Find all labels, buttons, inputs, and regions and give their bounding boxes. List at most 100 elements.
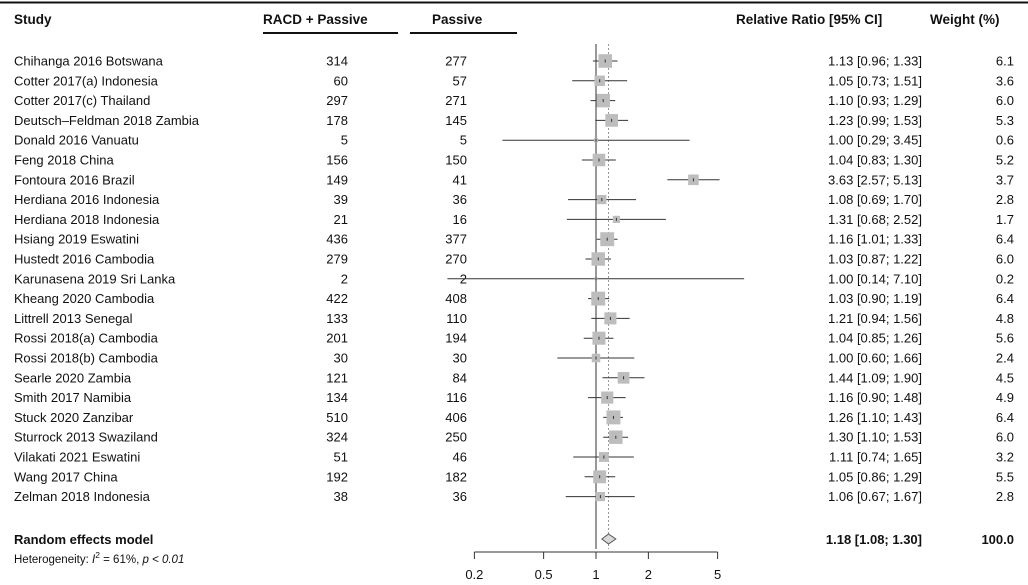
heterogeneity-i2: 61%	[113, 554, 136, 566]
study-ci: 1.06 [0.67; 1.67]	[828, 489, 922, 504]
study-ci: 1.03 [0.87; 1.22]	[828, 252, 922, 267]
study-n2: 116	[446, 390, 467, 405]
study-n2: 377	[445, 232, 467, 247]
study-ci: 1.00 [0.60; 1.66]	[828, 351, 922, 366]
study-n2: 30	[453, 351, 467, 366]
heterogeneity-p: p < 0.01	[141, 554, 184, 566]
study-ci: 1.44 [1.09; 1.90]	[828, 370, 922, 385]
study-n2: 182	[445, 469, 467, 484]
study-n1: 21	[334, 212, 348, 227]
study-n1: 60	[334, 73, 348, 88]
study-n2: 84	[453, 370, 467, 385]
heterogeneity-text: Heterogeneity: I2 = 61%, p < 0.01	[14, 550, 184, 566]
study-ci: 1.23 [0.99; 1.53]	[828, 113, 922, 128]
study-n1: 133	[326, 311, 348, 326]
study-weight: 6.0	[996, 430, 1014, 445]
study-ci: 1.05 [0.86; 1.29]	[828, 469, 922, 484]
study-n1: 178	[326, 113, 348, 128]
study-weight: 3.2	[996, 450, 1014, 465]
study-name: Zelman 2018 Indonesia	[14, 489, 151, 504]
study-ci: 1.21 [0.94; 1.56]	[828, 311, 922, 326]
study-name: Vilakati 2021 Eswatini	[14, 450, 140, 465]
study-weight: 2.4	[996, 351, 1014, 366]
study-weight: 6.4	[996, 291, 1014, 306]
study-weight: 4.8	[996, 311, 1014, 326]
study-n2: 16	[453, 212, 467, 227]
study-n1: 5	[341, 133, 348, 148]
study-ci: 3.63 [2.57; 5.13]	[828, 172, 922, 187]
study-ci: 1.16 [1.01; 1.33]	[828, 232, 922, 247]
header-weight: Weight (%)	[930, 12, 1000, 27]
study-ci: 1.26 [1.10; 1.43]	[828, 410, 922, 425]
study-n2: 145	[445, 113, 467, 128]
study-weight: 5.6	[996, 331, 1014, 346]
study-n2: 270	[445, 252, 467, 267]
study-n1: 324	[326, 430, 348, 445]
study-n2: 250	[445, 430, 467, 445]
x-axis: 0.2 0.5 1 2 5	[465, 551, 721, 582]
study-n1: 30	[334, 351, 348, 366]
study-name: Fontoura 2016 Brazil	[14, 172, 135, 187]
pooled-label: Random effects model	[14, 532, 153, 547]
study-n1: 279	[326, 252, 348, 267]
study-n1: 297	[326, 93, 348, 108]
study-name: Smith 2017 Namibia	[14, 390, 132, 405]
study-n1: 39	[334, 192, 348, 207]
study-n1: 510	[326, 410, 348, 425]
study-ci: 1.31 [0.68; 2.52]	[828, 212, 922, 227]
study-name: Karunasena 2019 Sri Lanka	[14, 271, 176, 286]
study-n1: 422	[326, 291, 348, 306]
study-name: Sturrock 2013 Swaziland	[14, 430, 158, 445]
plot-marks	[447, 44, 745, 549]
study-weight: 1.7	[996, 212, 1014, 227]
header-effect: Relative Ratio [95% CI]	[736, 12, 882, 27]
x-axis-tick-label: 5	[714, 567, 721, 582]
x-axis-tick-label: 0.2	[465, 567, 483, 582]
study-n2: 194	[445, 331, 467, 346]
x-axis-tick-label: 1	[592, 567, 599, 582]
pooled-weight: 100.0	[981, 532, 1014, 547]
study-name: Herdiana 2016 Indonesia	[14, 192, 160, 207]
study-weight: 2.8	[996, 489, 1014, 504]
study-weight: 6.0	[996, 252, 1014, 267]
study-n2: 46	[453, 450, 467, 465]
study-n2: 36	[453, 489, 467, 504]
study-name: Littrell 2013 Senegal	[14, 311, 133, 326]
study-n1: 38	[334, 489, 348, 504]
study-weight: 6.0	[996, 93, 1014, 108]
study-name: Donald 2016 Vanuatu	[14, 133, 139, 148]
study-ci: 1.00 [0.29; 3.45]	[828, 133, 922, 148]
study-weight: 3.6	[996, 73, 1014, 88]
study-name: Kheang 2020 Cambodia	[14, 291, 155, 306]
study-name: Hsiang 2019 Eswatini	[14, 232, 139, 247]
study-weight: 4.9	[996, 390, 1014, 405]
study-weight: 5.5	[996, 469, 1014, 484]
study-name: Herdiana 2018 Indonesia	[14, 212, 160, 227]
study-n2: 406	[445, 410, 467, 425]
study-n2: 41	[453, 172, 467, 187]
study-name: Rossi 2018(b) Cambodia	[14, 351, 159, 366]
study-n1: 201	[326, 331, 348, 346]
x-axis-tick-label: 0.5	[535, 567, 553, 582]
pooled-diamond	[600, 533, 617, 545]
study-ci: 1.11 [0.74; 1.65]	[829, 450, 922, 465]
header-group2: Passive	[432, 12, 483, 27]
study-weight: 5.2	[996, 153, 1014, 168]
study-n1: 121	[326, 370, 348, 385]
study-ci: 1.05 [0.73; 1.51]	[828, 73, 922, 88]
study-weight: 0.6	[996, 133, 1014, 148]
study-name: Feng 2018 China	[14, 153, 115, 168]
heterogeneity-prefix: Heterogeneity:	[14, 554, 92, 566]
study-ci: 1.08 [0.69; 1.70]	[828, 192, 922, 207]
study-name: Deutsch–Feldman 2018 Zambia	[14, 113, 200, 128]
study-n1: 2	[341, 271, 348, 286]
study-name: Rossi 2018(a) Cambodia	[14, 331, 159, 346]
x-axis-tick-label: 2	[645, 567, 652, 582]
study-ci: 1.03 [0.90; 1.19]	[828, 291, 922, 306]
study-n1: 134	[326, 390, 348, 405]
study-name: Hustedt 2016 Cambodia	[14, 252, 155, 267]
study-ci: 1.16 [0.90; 1.48]	[828, 390, 922, 405]
study-n1: 192	[326, 469, 348, 484]
header-study: Study	[14, 12, 52, 27]
